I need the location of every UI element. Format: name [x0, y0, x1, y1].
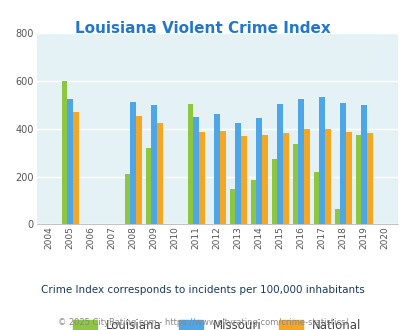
- Bar: [193, 117, 198, 224]
- Bar: [339, 103, 345, 224]
- Bar: [298, 99, 303, 224]
- Bar: [303, 129, 309, 224]
- Bar: [355, 135, 360, 224]
- Bar: [313, 172, 319, 224]
- Text: Louisiana Violent Crime Index: Louisiana Violent Crime Index: [75, 21, 330, 36]
- Bar: [62, 81, 67, 224]
- Bar: [366, 133, 372, 224]
- Bar: [282, 133, 288, 224]
- Bar: [261, 135, 267, 224]
- Bar: [271, 159, 277, 224]
- Bar: [187, 104, 193, 224]
- Text: Crime Index corresponds to incidents per 100,000 inhabitants: Crime Index corresponds to incidents per…: [41, 285, 364, 295]
- Bar: [214, 115, 220, 224]
- Bar: [277, 104, 282, 224]
- Bar: [124, 174, 130, 224]
- Bar: [324, 129, 330, 224]
- Bar: [67, 99, 73, 224]
- Bar: [136, 115, 141, 224]
- Bar: [319, 97, 324, 224]
- Bar: [157, 123, 162, 224]
- Text: © 2025 CityRating.com - https://www.cityrating.com/crime-statistics/: © 2025 CityRating.com - https://www.city…: [58, 318, 347, 327]
- Bar: [73, 113, 79, 224]
- Bar: [220, 131, 225, 224]
- Bar: [334, 209, 339, 224]
- Bar: [145, 148, 151, 224]
- Bar: [345, 132, 351, 224]
- Bar: [250, 180, 256, 224]
- Bar: [256, 118, 261, 224]
- Bar: [151, 105, 157, 224]
- Bar: [360, 106, 366, 224]
- Bar: [235, 123, 241, 224]
- Bar: [292, 144, 298, 224]
- Legend: Louisiana, Missouri, National: Louisiana, Missouri, National: [68, 314, 365, 330]
- Bar: [229, 188, 235, 224]
- Bar: [130, 102, 136, 224]
- Bar: [241, 136, 246, 224]
- Bar: [198, 132, 204, 224]
